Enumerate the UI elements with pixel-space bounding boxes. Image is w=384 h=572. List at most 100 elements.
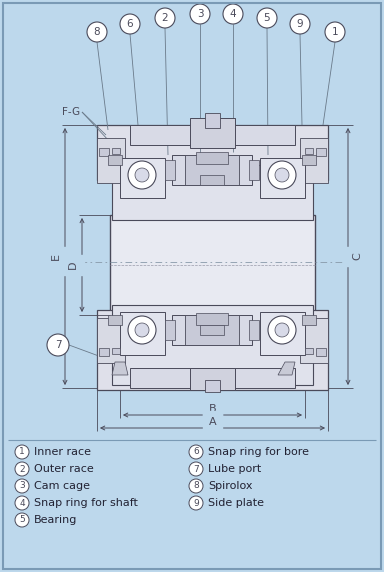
Circle shape — [189, 479, 203, 493]
Circle shape — [325, 22, 345, 42]
Bar — [185, 155, 239, 185]
Bar — [305, 148, 313, 154]
Circle shape — [87, 22, 107, 42]
Polygon shape — [112, 362, 128, 375]
Text: 1: 1 — [19, 447, 25, 456]
Text: C: C — [352, 253, 362, 260]
Bar — [305, 348, 313, 354]
Text: Inner race: Inner race — [34, 447, 91, 457]
Bar — [300, 318, 328, 363]
Bar — [200, 175, 224, 185]
Text: Spirolox: Spirolox — [208, 481, 253, 491]
Circle shape — [268, 316, 296, 344]
Bar — [260, 312, 305, 355]
Bar — [172, 155, 252, 185]
Text: 8: 8 — [193, 482, 199, 491]
Text: Side plate: Side plate — [208, 498, 264, 508]
Text: Outer race: Outer race — [34, 464, 94, 474]
Bar — [249, 160, 259, 180]
Circle shape — [128, 161, 156, 189]
Bar — [112, 165, 313, 220]
Text: Snap ring for bore: Snap ring for bore — [208, 447, 309, 457]
Bar — [200, 325, 224, 335]
Bar — [165, 160, 175, 180]
Text: F-G: F-G — [62, 107, 80, 117]
Bar — [196, 313, 228, 325]
Bar — [302, 155, 316, 165]
Circle shape — [15, 513, 29, 527]
Text: E: E — [51, 253, 61, 260]
Bar — [108, 315, 122, 325]
Text: 3: 3 — [19, 482, 25, 491]
Circle shape — [189, 462, 203, 476]
Bar — [130, 368, 295, 388]
Text: D: D — [68, 261, 78, 269]
Text: 9: 9 — [193, 499, 199, 507]
Circle shape — [15, 496, 29, 510]
Circle shape — [15, 462, 29, 476]
Circle shape — [155, 8, 175, 28]
Circle shape — [189, 445, 203, 459]
Circle shape — [128, 316, 156, 344]
Circle shape — [15, 479, 29, 493]
Text: 6: 6 — [193, 447, 199, 456]
Bar — [185, 315, 239, 345]
Bar — [108, 155, 122, 165]
Bar — [196, 152, 228, 164]
Bar — [97, 125, 328, 180]
Bar — [260, 158, 305, 198]
Circle shape — [268, 161, 296, 189]
Circle shape — [223, 4, 243, 24]
Circle shape — [257, 8, 277, 28]
Circle shape — [190, 4, 210, 24]
Polygon shape — [278, 362, 295, 375]
Text: 6: 6 — [127, 19, 133, 29]
Text: 3: 3 — [197, 9, 203, 19]
Bar — [172, 315, 252, 345]
Bar — [112, 148, 120, 154]
Circle shape — [47, 334, 69, 356]
Circle shape — [290, 14, 310, 34]
Circle shape — [120, 14, 140, 34]
Bar — [112, 305, 313, 385]
Bar — [99, 148, 109, 156]
Text: Bearing: Bearing — [34, 515, 77, 525]
Text: 8: 8 — [94, 27, 100, 37]
Text: 4: 4 — [19, 499, 25, 507]
Bar — [112, 348, 120, 354]
Text: A: A — [209, 417, 216, 427]
Text: 4: 4 — [230, 9, 236, 19]
Text: 2: 2 — [162, 13, 168, 23]
Circle shape — [275, 168, 289, 182]
Bar — [130, 125, 295, 145]
Bar — [316, 148, 326, 156]
Text: 2: 2 — [19, 464, 25, 474]
Text: 7: 7 — [55, 340, 61, 350]
Text: 5: 5 — [264, 13, 270, 23]
Bar — [99, 348, 109, 356]
Bar — [300, 138, 328, 183]
Circle shape — [135, 323, 149, 337]
Bar — [316, 348, 326, 356]
Text: Lube port: Lube port — [208, 464, 261, 474]
Text: Snap ring for shaft: Snap ring for shaft — [34, 498, 138, 508]
Text: 9: 9 — [297, 19, 303, 29]
Text: 7: 7 — [193, 464, 199, 474]
Text: B: B — [209, 404, 216, 414]
Bar — [97, 318, 125, 363]
Bar — [97, 310, 328, 390]
Bar — [205, 113, 220, 128]
Bar — [190, 368, 235, 390]
Circle shape — [275, 323, 289, 337]
Bar — [302, 315, 316, 325]
Bar — [190, 118, 235, 148]
Circle shape — [15, 445, 29, 459]
Bar — [249, 320, 259, 340]
Text: 1: 1 — [332, 27, 338, 37]
Circle shape — [135, 168, 149, 182]
Text: 5: 5 — [19, 515, 25, 525]
Bar — [110, 215, 315, 315]
Bar — [120, 158, 165, 198]
Bar — [97, 138, 125, 183]
Bar — [120, 312, 165, 355]
